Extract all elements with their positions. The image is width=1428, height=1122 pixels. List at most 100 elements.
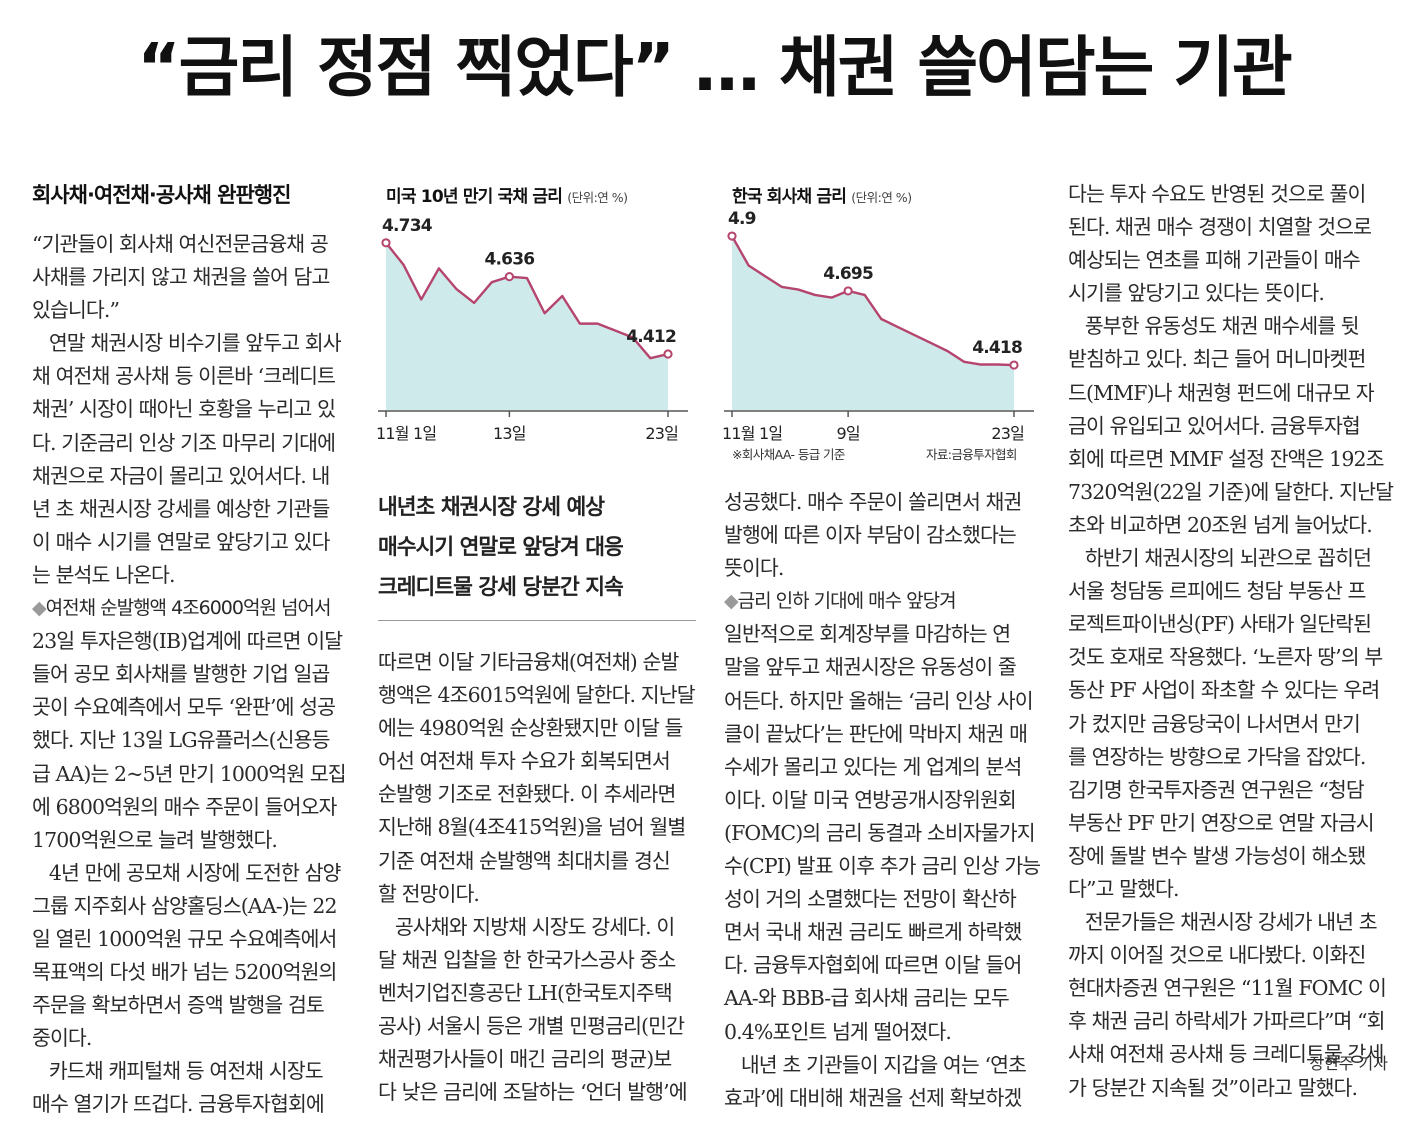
text-line: 성공했다. 매수 주문이 쏠리면서 채권 [724,490,1022,514]
x-tick-label: 11월 1일 [376,424,436,443]
text-line: “기관들이 회사채 여신전문금융채 공 [32,232,329,256]
text-line: 회에 따르면 MMF 설정 잔액은 192조 [1068,446,1384,471]
text-line: 예상되는 연초를 피해 기관들이 매수 [1068,248,1361,273]
text-line: 발행에 따른 이자 부담이 감소했다는 [724,523,1017,548]
article-column-3: 성공했다. 매수 주문이 쏠리면서 채권 발행에 따른 이자 부담이 감소했다는 뜻… [724,486,1044,1115]
text-line: 것도 호재로 작용했다. ‘노른자 땅’의 부 [1068,645,1383,670]
text-line: 시기를 앞당기고 있다는 뜻이다. [1068,281,1325,306]
text-line: 1700억원으로 늘려 발행했다. [32,827,278,852]
us-treasury-chart: 4.734 4.636 4.412 11월 1일 13일 23일 [376,216,688,443]
col3-paragraphs: 성공했다. 매수 주문이 쏠리면서 채권 발행에 따른 이자 부담이 감소했다는 뜻… [724,486,1044,585]
text-line: 들어 공모 회사채를 발행한 기업 일곱 [32,662,330,687]
text-line: 까지 이어질 것으로 내다봤다. 이화진 [1068,943,1366,968]
text-line: 는 분석도 나온다. [32,562,175,587]
text-line: 4년 만에 공모채 시장에 도전한 삼양 [32,860,342,885]
text-line: 했다. 지난 13일 LG유플러스(신용등 [32,728,330,753]
text-line: 다 낮은 금리에 조달하는 ‘언더 발행’에 [378,1080,688,1105]
chart1-title-text: 미국 10년 만기 국채 금리 [386,187,563,207]
text-line: 순발행 기조로 전환됐다. 이 추세라면 [378,782,676,807]
text-line: 채권평가사들이 매긴 금리의 평균)보 [378,1047,672,1072]
text-line: 하반기 채권시장의 뇌관으로 꼽히던 [1068,546,1372,571]
col3-paragraphs-2: 일반적으로 회계장부를 마감하는 연 말을 앞두고 채권시장은 유동성이 줄 어든다… [724,618,1044,1114]
headline: “금리 정점 찍었다” … 채권 쓸어담는 기관 [137,29,1292,106]
text-line: 로젝트파이낸싱(PF) 사태가 일단락된 [1068,612,1372,637]
diamond-icon: ◆ [32,597,47,620]
text-line: 성이 거의 소멸했다는 전망이 확산하 [724,887,1017,912]
chart2-title: 한국 회사채 금리 (단위:연 %) [732,182,912,207]
text-line: 면서 국내 채권 금리도 빠르게 하락했 [724,920,1022,945]
text-line: 공사) 서울시 등은 개별 민평금리(민간 [378,1014,685,1039]
text-line: 공사채와 지방채 시장도 강세다. 이 [378,914,675,939]
text-line: 드(MMF)나 채권형 펀드에 대규모 자 [1068,380,1375,405]
data-label: 4.412 [626,327,676,347]
x-tick-label: 11월 1일 [722,424,782,443]
x-tick-label: 9일 [836,424,859,443]
text-line: 채권으로 자금이 몰리고 있어서다. 내 [32,463,330,488]
area-fill [732,236,1014,410]
text-line: 이다. 이달 미국 연방공개시장위원회 [724,787,1017,812]
data-label: 4.636 [484,250,534,270]
text-line: 김기명 한국투자증권 연구원은 “청담 [1068,777,1365,802]
chart1-title: 미국 10년 만기 국채 금리 (단위:연 %) [386,182,628,207]
text-line: 수(CPI) 발표 이후 추가 금리 인상 가능 [724,854,1041,879]
data-point [1009,360,1019,370]
text-line: 다”고 말했다. [1068,876,1180,901]
x-tick-label: 23일 [645,424,678,443]
text-line: 주문을 확보하면서 증액 발행을 검토 [32,993,325,1018]
text-line: 따르면 이달 기타금융채(여전채) 순발 [378,650,679,674]
text-line: 23일 투자은행(IB)업계에 따르면 이달 [32,629,343,654]
text-line: 에 6800억원의 매수 주문이 들어오자 [32,794,337,819]
text-line: 서울 청담동 르피에드 청담 부동산 프 [1068,579,1366,604]
text-line: 수세가 몰리고 있다는 게 업계의 분석 [724,754,1022,779]
text-line: 일 열린 1000억원 규모 수요예측에서 [32,926,337,951]
chart2-title-text: 한국 회사채 금리 [732,187,847,207]
text-line: 초와 비교하면 20조원 넘게 늘어났다. [1068,512,1373,537]
text-line: 다는 투자 수요도 반영된 것으로 풀이 [1068,182,1366,206]
bullet-text: 금리 인하 기대에 매수 앞당겨 [737,590,957,613]
text-line: 가 컸지만 금융당국이 나서면서 만기 [1068,711,1361,736]
data-point [663,349,673,359]
text-line: 말을 앞두고 채권시장은 유동성이 줄 [724,655,1017,680]
subheading: 회사채·여전채·공사채 완판행진 [32,183,291,207]
x-tick-label: 23일 [991,424,1024,443]
text-line: 곳이 수요예측에서 모두 ‘완판’에 성공 [32,695,336,720]
data-label: 4.9 [728,209,756,229]
text-line: 를 연장하는 방향으로 가닥을 잡았다. [1068,744,1366,769]
deck-divider [378,620,696,621]
text-line: 사채를 가리지 않고 채권을 쓸어 담고 [32,265,330,290]
data-label: 4.418 [972,338,1022,358]
text-line: 에는 4980억원 순상환됐지만 이달 들 [378,716,683,741]
text-line: 부동산 PF 만기 연장으로 연말 자금시 [1068,810,1375,835]
diamond-icon: ◆ [724,590,739,613]
text-line: 년 초 채권시장 강세를 예상한 기관들 [32,496,330,521]
bullet-subhead: ◆금리 인하 기대에 매수 앞당겨 [724,585,1044,618]
data-label: 4.734 [382,216,433,236]
text-line: 된다. 채권 매수 경쟁이 치열할 것으로 [1068,215,1372,240]
text-line: 일반적으로 회계장부를 마감하는 연 [724,622,1011,647]
col2-paragraphs: 따르면 이달 기타금융채(여전채) 순발 행액은 4조6015억원에 달한다. 지… [378,646,698,1109]
text-line: 급 AA)는 2~5년 만기 1000억원 모집 [32,761,347,786]
bullet-subhead: ◆여전채 순발행액 4조6000억원 넘어서 [32,592,352,625]
deck-line-3: 크레디트물 강세 당분간 지속 [378,575,624,600]
text-line: 연말 채권시장 비수기를 앞두고 회사 [32,331,342,356]
data-point [381,238,391,248]
text-line: 장에 돌발 변수 발생 가능성이 해소됐 [1068,843,1366,868]
text-line: 달 채권 입찰을 한 한국가스공사 중소 [378,947,676,972]
text-line: 카드채 캐피털채 등 여전채 시장도 [32,1059,324,1084]
data-point [504,272,514,282]
text-line: 다. 기준금리 인상 기조 마무리 기대에 [32,430,336,455]
chart1-unit: (단위:연 %) [567,190,628,205]
text-line: 효과’에 대비해 채권을 선제 확보하겠 [724,1085,1022,1110]
col1-paragraphs: “기관들이 회사채 여신전문금융채 공 사채를 가리지 않고 채권을 쓸어 담고 있… [32,228,352,592]
byline: 장현주 기자 [1309,1054,1388,1073]
data-label: 4.695 [823,264,873,284]
chart2-footnote: ※회사채AA- 등급 기준 [732,447,845,462]
text-line: 풍부한 유동성도 채권 매수세를 뒷 [1068,314,1360,339]
text-line: 지난해 8월(4조415억원)을 넘어 월별 [378,815,686,840]
text-line: 할 전망이다. [378,881,480,906]
deck-line-2: 매수시기 연말로 앞당겨 대응 [378,535,624,560]
text-line: 가 당분간 지속될 것”이라고 말했다. [1068,1075,1358,1100]
